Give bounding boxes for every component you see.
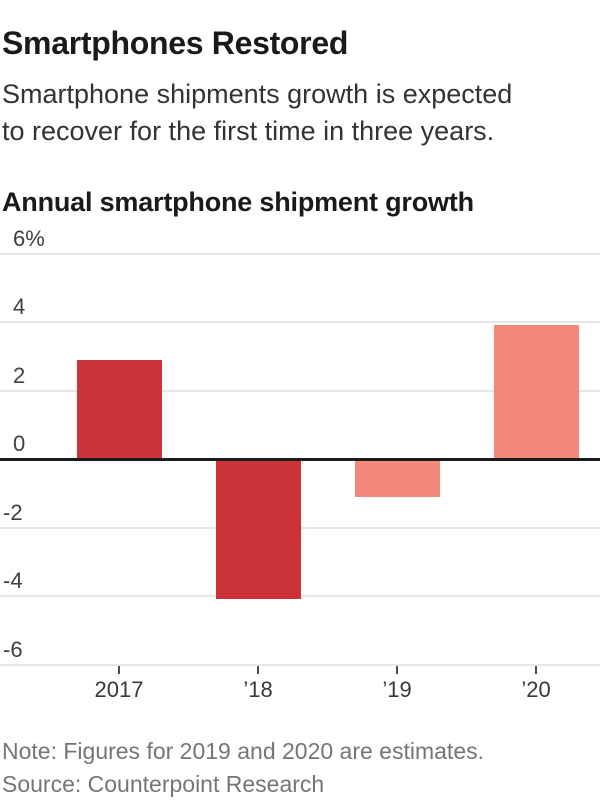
- x-axis-label: 2017: [94, 676, 144, 702]
- subtitle-line-2: to recover for the first time in three y…: [2, 116, 495, 146]
- x-axis-label: ’19: [382, 676, 412, 702]
- y-axis-label: -6: [3, 636, 23, 662]
- subtitle-line-1: Smartphone shipments growth is expected: [2, 79, 513, 109]
- y-axis-label: 0: [13, 431, 26, 456]
- gridline: [0, 321, 600, 323]
- x-axis-label: ’18: [243, 676, 273, 702]
- y-axis-label: -4: [3, 568, 23, 593]
- bar-2017: [76, 359, 162, 459]
- gridline: [0, 663, 600, 666]
- chart-title: Annual smartphone shipment growth: [2, 187, 474, 218]
- x-axis-tick: [535, 665, 537, 674]
- y-axis-label: -2: [3, 499, 23, 525]
- y-axis-label: 6%: [13, 225, 45, 251]
- x-axis-label: ’20: [521, 676, 551, 702]
- gridline: [0, 252, 600, 255]
- bar-2018: [215, 459, 301, 600]
- chart-note: Note: Figures for 2019 and 2020 are esti…: [2, 738, 485, 764]
- subtitle: Smartphone shipments growth is expected …: [2, 76, 592, 150]
- x-axis-tick: [257, 665, 259, 674]
- zero-baseline: [0, 457, 600, 461]
- bar-chart-plot-area: 6% 4 2 0 -2 -4 -6 2017 ’18 ’19 ’20: [0, 215, 600, 702]
- gridline: [0, 389, 600, 392]
- bar-2019: [354, 459, 440, 497]
- bar-2020: [493, 325, 579, 459]
- chart-source: Source: Counterpoint Research: [2, 771, 325, 797]
- y-axis-label: 2: [13, 362, 26, 388]
- y-axis-label: 4: [13, 294, 26, 319]
- x-axis-tick: [396, 665, 398, 674]
- x-axis-tick: [118, 665, 120, 674]
- page-title: Smartphones Restored: [2, 25, 349, 62]
